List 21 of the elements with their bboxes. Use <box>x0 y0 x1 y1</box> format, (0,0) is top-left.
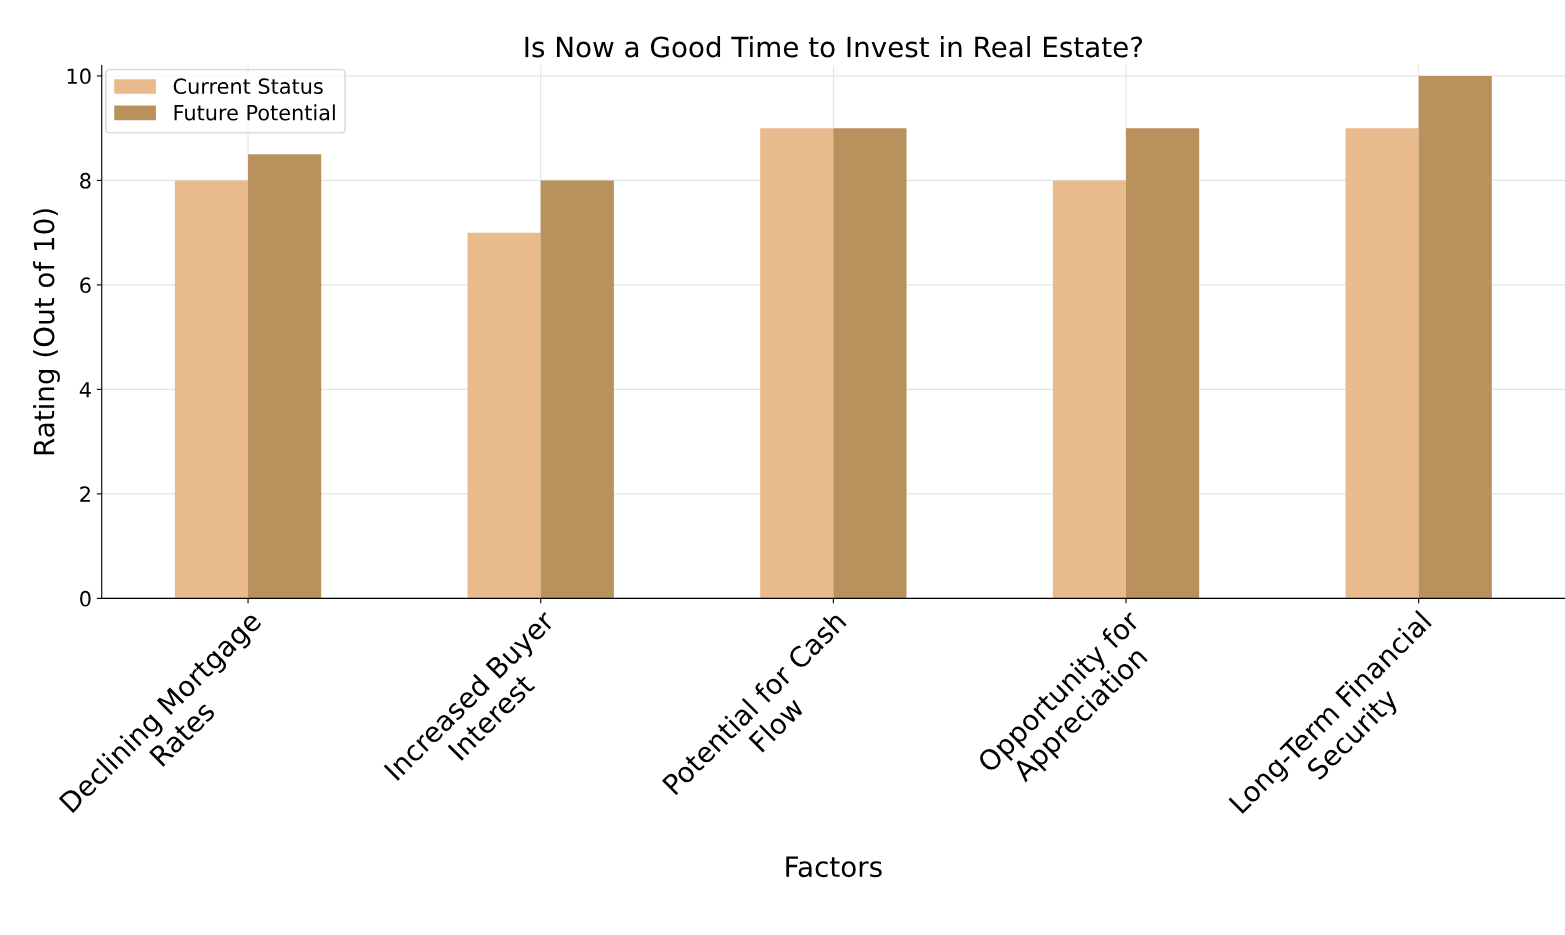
y-tick-label: 6 <box>80 277 91 294</box>
bar <box>833 128 907 599</box>
chart-title: Is Now a Good Time to Invest in Real Estate? <box>525 36 1143 58</box>
y-tick-label: 0 <box>80 590 91 607</box>
bar <box>467 232 541 599</box>
bar <box>760 128 834 599</box>
bar <box>248 154 322 599</box>
bar <box>1126 128 1200 599</box>
y-tick-label: 8 <box>80 172 91 189</box>
legend-label: Future Potential <box>174 104 335 121</box>
y-axis-title: Rating (Out of 10) <box>33 209 60 455</box>
y-tick-label: 2 <box>80 486 90 502</box>
legend-label: Current Status <box>173 78 323 95</box>
x-axis-title: Factors <box>786 856 882 878</box>
y-tick-label: 4 <box>79 382 91 398</box>
bar <box>1418 75 1492 599</box>
bar <box>1052 180 1127 599</box>
bar <box>174 180 249 599</box>
y-tick-label: 10 <box>67 68 91 85</box>
bar <box>540 180 614 599</box>
bar <box>1345 128 1419 599</box>
